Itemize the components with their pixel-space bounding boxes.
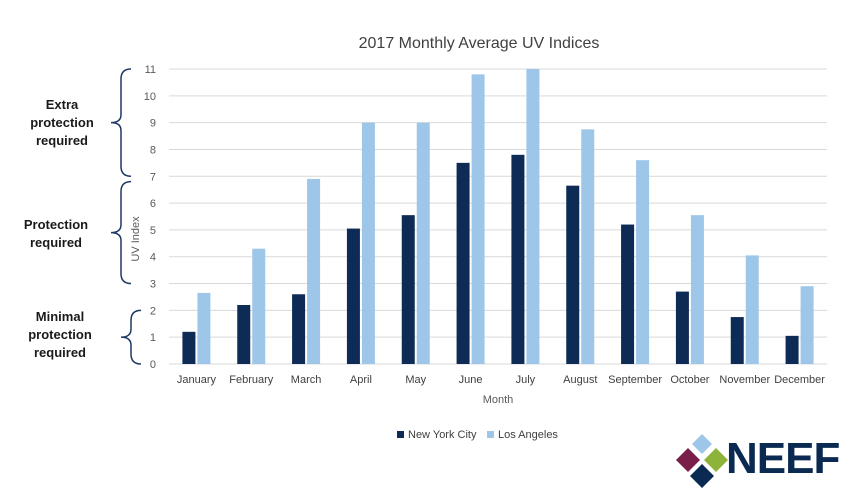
bracket-brace [110, 68, 132, 178]
x-tick-label: August [563, 374, 597, 386]
y-tick-label: 8 [150, 144, 156, 156]
x-tick-label: September [608, 374, 662, 386]
x-tick-label: December [774, 374, 825, 386]
bar-nyc-september [621, 224, 635, 364]
bar-la-november [745, 255, 759, 364]
bar-nyc-january [182, 331, 196, 364]
x-tick-label: May [405, 374, 426, 386]
bar-nyc-june [456, 162, 470, 364]
bracket-brace [120, 309, 142, 365]
gridlines [169, 68, 827, 365]
bar-la-december [800, 286, 814, 364]
x-axis-label: Month [483, 394, 514, 406]
x-tick-label: November [719, 374, 770, 386]
x-tick-label: April [350, 374, 372, 386]
annotation-line: required [33, 345, 86, 360]
y-tick-label: 10 [144, 91, 156, 103]
bar-la-january [197, 292, 211, 364]
brackets [110, 68, 142, 365]
bracket-brace [110, 180, 132, 285]
y-tick-label: 5 [150, 225, 156, 237]
bar-nyc-november [730, 317, 744, 364]
y-axis-ticks: 0 1 2 3 4 5 6 7 8 9 10 11 [144, 64, 156, 371]
annotation-line: protection [28, 327, 92, 342]
bar-nyc-july [511, 154, 525, 364]
annotation-line: required [35, 133, 88, 148]
bar-nyc-may [401, 215, 415, 364]
legend-label: New York City [408, 429, 477, 441]
legend: New York City Los Angeles [397, 429, 558, 441]
bar-la-march [307, 178, 321, 364]
bar-nyc-february [237, 305, 251, 364]
y-tick-label: 0 [150, 359, 156, 371]
y-tick-label: 9 [150, 118, 156, 130]
legend-swatch [487, 431, 494, 438]
bar-la-april [361, 122, 375, 365]
bar-la-september [636, 160, 650, 364]
annotation-protection: Protection required [8, 216, 104, 252]
x-axis-ticks: January February March April May June July Augu… [177, 374, 825, 386]
bar-nyc-october [675, 291, 689, 364]
bar-la-june [471, 74, 485, 364]
annotation-line: required [29, 235, 82, 250]
x-tick-label: February [229, 374, 274, 386]
chart-title: 2017 Monthly Average UV Indices [359, 35, 600, 52]
bar-nyc-december [785, 335, 799, 364]
y-tick-label: 11 [145, 64, 156, 76]
y-tick-label: 1 [150, 332, 156, 344]
x-tick-label: January [177, 374, 217, 386]
neef-logo-icon [676, 434, 728, 488]
x-tick-label: March [291, 374, 322, 386]
annotation-line: Protection [23, 217, 89, 232]
legend-label: Los Angeles [498, 429, 558, 441]
y-tick-label: 7 [150, 171, 156, 183]
annotation-line: Extra [45, 97, 79, 112]
y-tick-label: 3 [150, 279, 156, 291]
annotation-line: Minimal [35, 309, 85, 324]
annotation-line: protection [30, 115, 94, 130]
bar-la-october [690, 215, 704, 364]
bar-la-february [252, 248, 266, 364]
x-tick-label: July [516, 374, 536, 386]
bar-la-july [526, 69, 540, 364]
bar-nyc-march [292, 294, 306, 364]
bar-la-august [581, 129, 595, 364]
bar-nyc-april [346, 228, 360, 364]
annotation-minimal-protection: Minimal protection required [12, 308, 108, 362]
y-tick-label: 6 [150, 198, 156, 210]
bar-nyc-august [566, 185, 580, 364]
annotation-extra-protection: Extra protection required [14, 96, 110, 150]
legend-swatch [397, 431, 404, 438]
neef-logo-text: NEEF [726, 434, 840, 483]
bar-la-may [416, 122, 430, 365]
neef-logo: NEEF [672, 432, 852, 494]
y-axis-label: UV Index [130, 216, 142, 262]
x-tick-label: October [670, 374, 709, 386]
x-tick-label: June [459, 374, 483, 386]
bars [182, 69, 814, 365]
y-tick-label: 4 [150, 252, 156, 264]
y-tick-label: 2 [150, 305, 156, 317]
